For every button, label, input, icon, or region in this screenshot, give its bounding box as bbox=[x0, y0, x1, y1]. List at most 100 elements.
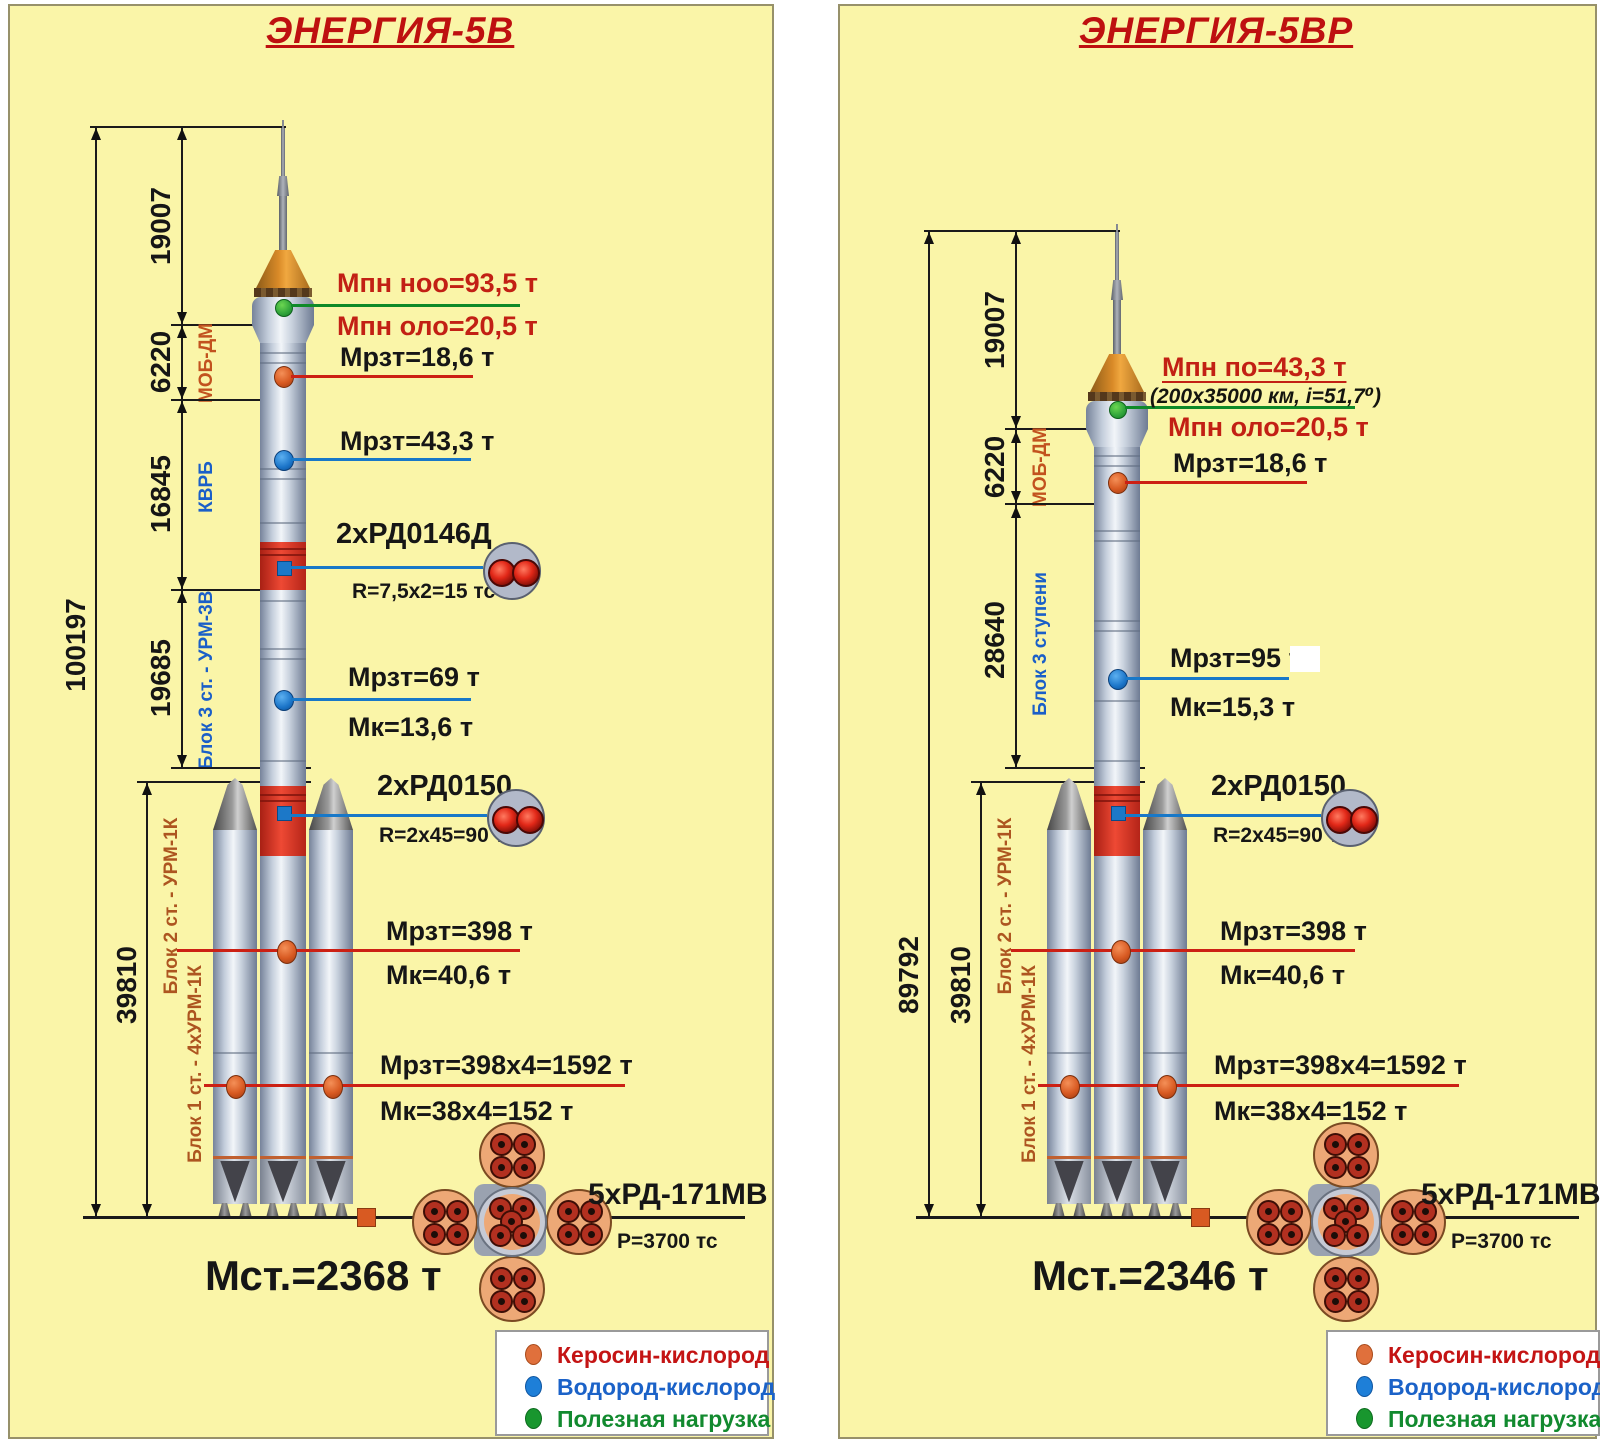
payload-marker bbox=[1109, 401, 1127, 419]
label-block3-dry: Мк=13,6 т bbox=[348, 712, 474, 742]
dim-line-6220 bbox=[1015, 430, 1017, 505]
label-kvrb-mass: Мрзт=43,3 т bbox=[340, 426, 495, 456]
stage2-engine-marker bbox=[277, 806, 292, 821]
booster-left bbox=[213, 830, 257, 1158]
dim-boosters: 39810 bbox=[945, 946, 976, 1024]
dim-line-overall bbox=[928, 231, 930, 1217]
label-stage3-thrust: R=7,5x2=15 тс bbox=[352, 580, 496, 603]
legend-kerosene: Керосин-кислород bbox=[1388, 1342, 1600, 1368]
tail-skirt bbox=[260, 1159, 306, 1204]
escape-tower-base bbox=[1113, 300, 1121, 356]
dim-overall-length: 89792 bbox=[893, 936, 924, 1014]
dim-overall-length: 100197 bbox=[60, 598, 91, 692]
legend-kerosene: Керосин-кислород bbox=[557, 1342, 770, 1368]
section-label-block2: Блок 2 ст. - УРМ-1К bbox=[161, 817, 182, 995]
capsule-band bbox=[1088, 392, 1146, 401]
pad-marker bbox=[357, 1208, 376, 1227]
label-stage2-engine: 2хРД0150 bbox=[1211, 770, 1346, 802]
dim-boosters: 39810 bbox=[111, 946, 142, 1024]
kvrb-leader-line bbox=[291, 458, 471, 461]
section-label-kvrb: КВРБ bbox=[196, 461, 217, 513]
stage2-engine-band bbox=[1094, 786, 1140, 856]
panel-title-energia-5v: ЭНЕРГИЯ-5В bbox=[265, 10, 515, 51]
section-label-block1: Блок 1 ст. - 4хУРМ-1К bbox=[1019, 965, 1040, 1163]
escape-tower-base bbox=[279, 196, 287, 252]
dim-line-6220 bbox=[181, 325, 183, 400]
stage1-engine-cluster-icon bbox=[1244, 1120, 1446, 1322]
section-label-block1: Блок 1 ст. - 4хУРМ-1К bbox=[185, 965, 206, 1163]
label-total-mass: Мст.=2346 т bbox=[1032, 1252, 1269, 1299]
stage2-engine-icon bbox=[487, 789, 545, 847]
tail-skirt bbox=[213, 1159, 257, 1204]
escape-tower-motor bbox=[1111, 280, 1123, 300]
stage2-engine-icon bbox=[1321, 789, 1379, 847]
label-stage1-thrust: Р=3700 тс bbox=[617, 1230, 718, 1253]
label-block2-dry: Мк=40,6 т bbox=[386, 960, 512, 990]
tick bbox=[137, 781, 311, 783]
stage3-engine-leader bbox=[291, 566, 483, 569]
panel-title-energia-5vr: ЭНЕРГИЯ-5ВР bbox=[1078, 10, 1354, 51]
label-block3-dry: Мк=15,3 т bbox=[1170, 692, 1296, 722]
hydrogen-oxygen-dot bbox=[1356, 1376, 1373, 1397]
dim-line-19007 bbox=[181, 127, 183, 325]
booster-left bbox=[1047, 830, 1091, 1158]
kerosene-oxygen-dot bbox=[1356, 1344, 1373, 1365]
legend-hydrogen: Водород-кислород bbox=[1388, 1374, 1600, 1400]
legend-box: Керосин-кислород Водород-кислород Полезн… bbox=[495, 1330, 775, 1436]
label-stage1-engine: 5хРД-171МВ bbox=[1421, 1178, 1600, 1211]
panel-energia-5v bbox=[8, 4, 774, 1439]
dim-top-stage: 19007 bbox=[145, 187, 176, 265]
label-block1-fuel: Мрзт=398x4=1592 т bbox=[1214, 1050, 1467, 1080]
tick-top bbox=[90, 126, 286, 128]
payload-dot bbox=[1356, 1408, 1373, 1429]
tick bbox=[171, 399, 261, 401]
legend-payload: Полезная нагрузка bbox=[557, 1406, 771, 1432]
dim-block3: 19685 bbox=[145, 639, 176, 717]
stage2-engine-leader bbox=[1125, 814, 1321, 817]
tick bbox=[171, 767, 311, 769]
block1-fuel-marker bbox=[1060, 1075, 1080, 1099]
dim-kvrb: 16845 bbox=[145, 455, 176, 533]
escape-tower-tip bbox=[1116, 224, 1118, 234]
dim-line-19685 bbox=[181, 590, 183, 768]
escape-tower-motor bbox=[277, 176, 289, 196]
block1-fuel-marker bbox=[226, 1075, 246, 1099]
dim-line-16845 bbox=[181, 400, 183, 590]
label-stage1-engine: 5хРД-171МВ bbox=[588, 1178, 768, 1211]
label-stage2-thrust: R=2x45=90 тс bbox=[379, 824, 517, 847]
payload-dot bbox=[525, 1408, 542, 1429]
label-block3-fuel: Мрзт=95 т bbox=[1170, 643, 1302, 673]
block3-leader-line bbox=[1125, 677, 1289, 680]
label-block2-fuel: Мрзт=398 т bbox=[1220, 916, 1367, 946]
mob-leader-line bbox=[291, 375, 473, 378]
block2-fuel-marker bbox=[1111, 940, 1131, 964]
label-block1-dry: Мк=38x4=152 т bbox=[1214, 1096, 1408, 1126]
tail-skirt bbox=[309, 1159, 353, 1204]
core-stage-body bbox=[260, 343, 306, 1160]
label-block2-fuel: Мрзт=398 т bbox=[386, 916, 533, 946]
section-label-block3: Блок 3 ступени bbox=[1030, 572, 1051, 716]
label-stage1-thrust: Р=3700 тс bbox=[1451, 1230, 1552, 1253]
tail-skirt bbox=[1047, 1159, 1091, 1204]
legend-hydrogen: Водород-кислород bbox=[557, 1374, 776, 1400]
label-stage2-engine: 2хРД0150 bbox=[377, 770, 512, 802]
block2-leader-line bbox=[1011, 949, 1355, 952]
dim-line-39810 bbox=[146, 782, 148, 1217]
capsule-band bbox=[254, 288, 312, 297]
booster-right bbox=[309, 830, 353, 1158]
block2-fuel-marker bbox=[277, 940, 297, 964]
escape-tower-rod bbox=[281, 128, 285, 178]
stage3-engine-icon bbox=[483, 542, 541, 600]
dim-line-overall bbox=[95, 127, 97, 1217]
dim-mob: 6220 bbox=[145, 330, 176, 394]
stage2-engine-leader bbox=[291, 814, 487, 817]
dim-mob: 6220 bbox=[979, 435, 1010, 499]
stage1-engine-cluster-icon bbox=[410, 1120, 612, 1322]
tick-top bbox=[924, 230, 1120, 232]
label-block2-dry: Мк=40,6 т bbox=[1220, 960, 1346, 990]
label-total-mass: Мст.=2368 т bbox=[205, 1252, 442, 1299]
label-orbit-params: (200x35000 км, i=51,7⁰) bbox=[1150, 385, 1381, 408]
dim-top-stage: 19007 bbox=[979, 291, 1010, 369]
pad-marker bbox=[1191, 1208, 1210, 1227]
